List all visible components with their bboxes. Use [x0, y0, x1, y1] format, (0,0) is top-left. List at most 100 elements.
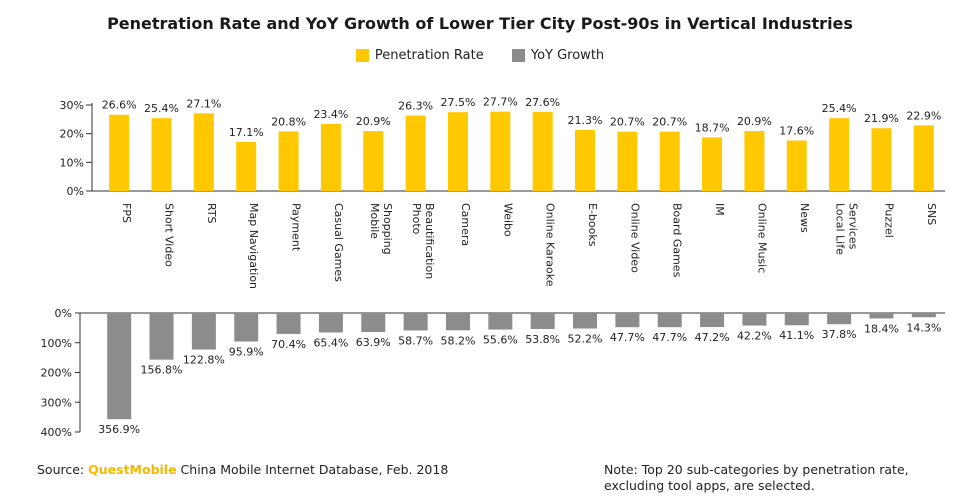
y-tick-label-top: 20% — [60, 128, 84, 141]
legend-label-penetration: Penetration Rate — [374, 48, 484, 63]
source-prefix: Source: — [37, 462, 89, 477]
category-label: SNS — [925, 203, 938, 225]
bar-penetration — [659, 131, 680, 191]
category-label: Photo — [410, 203, 423, 235]
category-label: Local Life — [834, 203, 847, 255]
chart-title: Penetration Rate and YoY Growth of Lower… — [107, 14, 853, 33]
data-label-penetration: 26.6% — [102, 99, 137, 112]
bar-yoy — [742, 313, 767, 326]
category-label: IM — [713, 203, 726, 216]
bar-yoy — [869, 313, 894, 319]
legend-swatch-penetration — [355, 49, 369, 62]
source-note: Source: QuestMobile China Mobile Interne… — [37, 462, 448, 477]
category-label: E-books — [586, 203, 599, 247]
data-label-yoy: 58.2% — [440, 334, 475, 347]
category-label: Payment — [290, 203, 303, 252]
bar-yoy — [191, 313, 216, 350]
y-tick-label-top: 10% — [60, 156, 84, 169]
legend-item-yoy: YoY Growth — [511, 48, 605, 63]
bar-yoy — [234, 313, 259, 342]
bar-penetration — [575, 129, 596, 191]
category-label: Puzzel — [882, 203, 895, 238]
data-label-yoy: 47.2% — [695, 331, 730, 344]
data-label-yoy: 63.9% — [356, 336, 391, 349]
y-tick-label-bottom: 300% — [41, 396, 72, 409]
source-suffix: China Mobile Internet Database, Feb. 201… — [176, 462, 449, 477]
bar-penetration — [913, 125, 934, 191]
data-label-penetration: 27.5% — [440, 96, 475, 109]
bar-yoy — [361, 313, 386, 333]
y-tick-label-top: 0% — [67, 185, 84, 198]
bar-yoy — [784, 313, 809, 326]
data-label-yoy: 18.4% — [864, 322, 899, 335]
data-label-penetration: 21.3% — [568, 114, 603, 127]
category-label: Camera — [459, 203, 472, 246]
category-label: Map Navigation — [247, 203, 260, 289]
data-label-yoy: 356.9% — [98, 423, 140, 436]
data-label-yoy: 70.4% — [271, 338, 306, 351]
data-label-yoy: 156.8% — [141, 364, 183, 377]
category-label: Shopping — [381, 203, 394, 255]
legend-label-yoy: YoY Growth — [530, 48, 605, 63]
data-label-penetration: 18.7% — [695, 121, 730, 134]
data-label-yoy: 95.9% — [229, 346, 264, 359]
legend: Penetration Rate YoY Growth — [0, 48, 960, 66]
bar-penetration — [363, 131, 384, 191]
bar-yoy — [911, 313, 936, 318]
bar-yoy — [573, 313, 598, 329]
category-label: Weibo — [501, 203, 514, 237]
category-label: Beautification — [423, 203, 436, 279]
category-label: Services — [847, 203, 860, 250]
data-label-penetration: 20.7% — [652, 116, 687, 129]
bar-penetration — [871, 128, 892, 191]
category-label: Mobile — [368, 203, 381, 239]
data-label-yoy: 41.1% — [779, 329, 814, 342]
data-label-yoy: 37.8% — [822, 328, 857, 341]
bar-yoy — [445, 313, 470, 331]
category-label: Casual Games — [332, 203, 345, 282]
data-label-penetration: 27.7% — [483, 96, 518, 109]
data-label-penetration: 23.4% — [313, 108, 348, 121]
bar-penetration — [744, 131, 765, 191]
data-label-penetration: 25.4% — [144, 102, 179, 115]
data-label-yoy: 65.4% — [313, 336, 348, 349]
data-label-yoy: 14.3% — [906, 321, 941, 334]
bar-penetration — [151, 118, 172, 191]
data-label-penetration: 20.7% — [610, 116, 645, 129]
y-tick-label-bottom: 200% — [41, 367, 72, 380]
bar-yoy — [657, 313, 682, 328]
data-label-yoy: 47.7% — [610, 331, 645, 344]
data-label-penetration: 17.6% — [779, 125, 814, 138]
data-label-penetration: 27.6% — [525, 96, 560, 109]
data-label-yoy: 58.7% — [398, 334, 433, 347]
category-label: Board Games — [671, 203, 684, 278]
bar-penetration — [405, 115, 426, 191]
category-label: Online Video — [628, 203, 641, 273]
category-label: FPS — [120, 203, 133, 223]
bar-penetration — [490, 111, 511, 191]
bar-penetration — [617, 131, 638, 191]
data-label-yoy: 55.6% — [483, 334, 518, 347]
category-label: Short Video — [163, 203, 176, 267]
bar-yoy — [149, 313, 174, 360]
data-label-penetration: 25.4% — [822, 102, 857, 115]
bar-penetration — [447, 112, 468, 191]
bar-yoy — [488, 313, 513, 330]
bar-yoy — [615, 313, 640, 328]
bar-yoy — [276, 313, 301, 334]
bar-penetration — [320, 123, 341, 191]
bar-penetration — [236, 141, 257, 191]
bar-penetration — [109, 114, 130, 191]
data-label-yoy: 42.2% — [737, 330, 772, 343]
legend-swatch-yoy — [511, 49, 525, 62]
category-label: Online Karaoke — [544, 203, 557, 287]
data-label-penetration: 21.9% — [864, 112, 899, 125]
bar-yoy — [530, 313, 555, 330]
data-label-yoy: 122.8% — [183, 354, 225, 367]
category-label: Online Music — [755, 203, 768, 273]
bar-yoy — [107, 313, 132, 420]
bar-yoy — [318, 313, 343, 333]
data-label-yoy: 47.7% — [652, 331, 687, 344]
selection-note: Note: Top 20 sub-categories by penetrati… — [604, 462, 909, 493]
